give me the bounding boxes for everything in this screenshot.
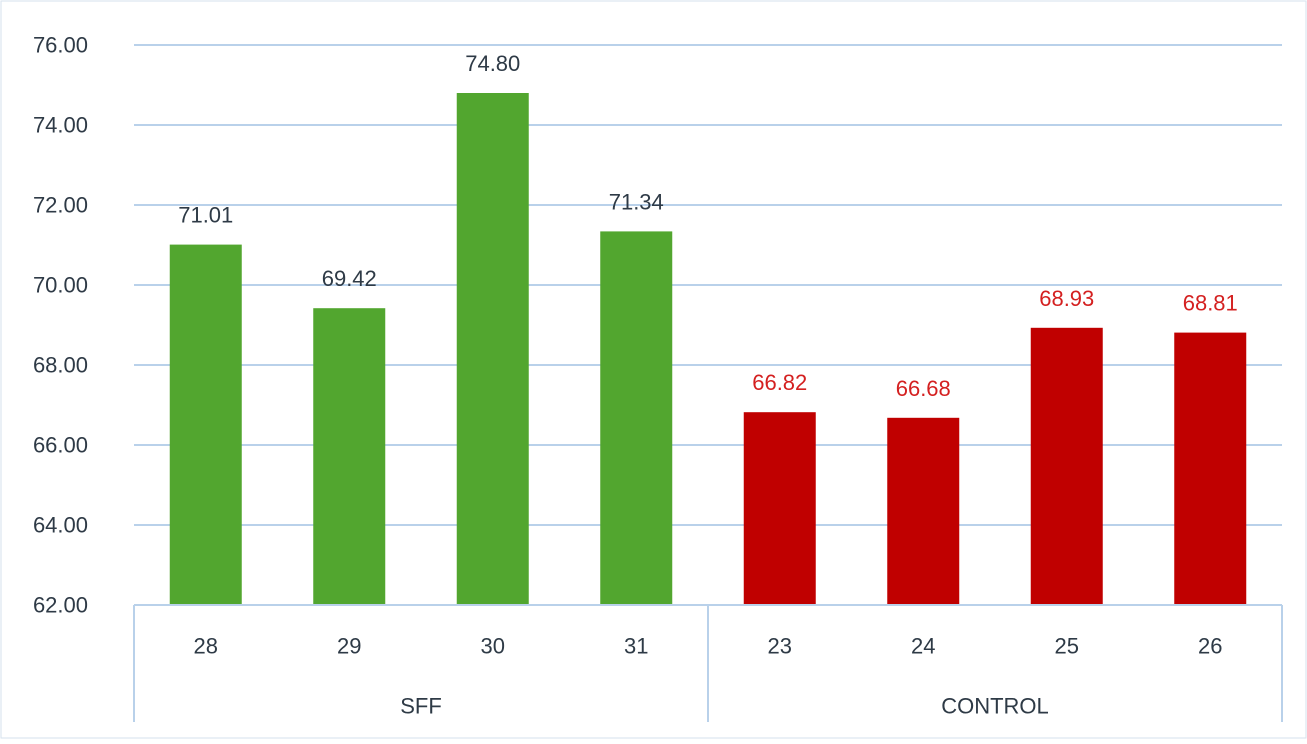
y-tick-label: 72.00 [33, 193, 88, 218]
data-label: 69.42 [322, 266, 377, 291]
bar [313, 308, 386, 605]
x-tick-label: 31 [624, 634, 648, 659]
group-label: SFF [400, 694, 442, 719]
x-tick-label: 28 [194, 634, 218, 659]
y-tick-label: 66.00 [33, 433, 88, 458]
x-tick-label: 24 [911, 634, 935, 659]
y-tick-label: 74.00 [33, 113, 88, 138]
y-tick-label: 68.00 [33, 353, 88, 378]
data-labels: 71.01 69.42 74.80 71.34 66.82 66.68 68.93 68.81 [178, 51, 1238, 401]
bar [169, 244, 242, 605]
bar [600, 231, 673, 605]
y-tick-label: 62.00 [33, 593, 88, 618]
data-label: 71.01 [178, 203, 233, 228]
y-tick-label: 64.00 [33, 513, 88, 538]
data-label: 71.34 [609, 189, 664, 214]
x-tick-label: 23 [768, 634, 792, 659]
bar [743, 412, 816, 605]
y-axis-tick-labels: 62.00 64.00 66.00 68.00 70.00 72.00 74.00 76.00 [33, 33, 88, 618]
data-label: 66.68 [896, 376, 951, 401]
bar [1174, 332, 1247, 605]
data-label: 74.80 [465, 51, 520, 76]
y-tick-label: 70.00 [33, 273, 88, 298]
bar [456, 93, 529, 605]
group-label: CONTROL [941, 694, 1049, 719]
x-tick-label: 26 [1198, 634, 1222, 659]
y-tick-label: 76.00 [33, 33, 88, 58]
data-label: 68.81 [1183, 291, 1238, 316]
bar [1030, 327, 1103, 605]
x-tick-label: 29 [337, 634, 361, 659]
data-label: 68.93 [1039, 286, 1094, 311]
x-axis: 28 29 30 31 SFF 23 24 25 26 CONTROL [133, 604, 1283, 722]
bars [169, 93, 1247, 605]
bar [887, 417, 960, 605]
x-tick-label: 30 [481, 634, 505, 659]
data-label: 66.82 [752, 370, 807, 395]
x-tick-label: 25 [1055, 634, 1079, 659]
